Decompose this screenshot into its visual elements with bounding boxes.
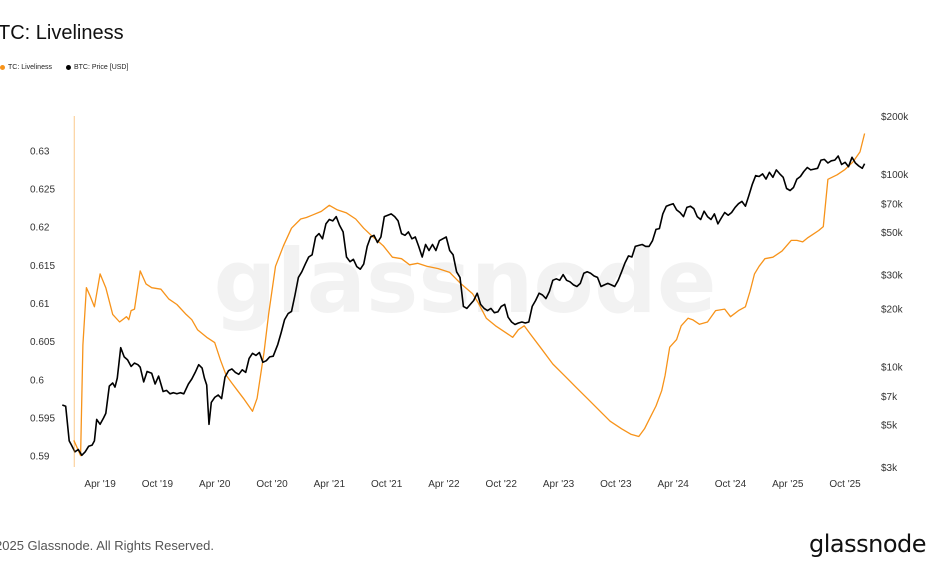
series-line-liveliness: [73, 133, 866, 457]
series-line-price: [62, 155, 866, 457]
copyright-text: 2025 Glassnode. All Rights Reserved.: [0, 538, 214, 553]
chart-title: TC: Liveliness: [0, 22, 124, 44]
brand-logo: glassnode: [808, 530, 927, 558]
y-left-tick-label: 0.615: [30, 261, 55, 272]
legend-item-price[interactable]: BTC: Price [USD]: [65, 64, 129, 71]
y-right-tick-label: $70k: [881, 200, 904, 211]
y-left-tick-label: 0.62: [30, 223, 50, 234]
y-right-tick-label: $30k: [881, 271, 904, 282]
x-tick-label: Apr '20: [199, 479, 231, 490]
x-tick-label: Apr '25: [772, 479, 804, 490]
y-right-tick-label: $100k: [881, 170, 909, 181]
y-left-tick-label: 0.595: [30, 413, 55, 424]
x-tick-label: Apr '19: [84, 479, 116, 490]
y-left-tick-label: 0.61: [30, 299, 50, 310]
x-tick-label: Oct '23: [600, 479, 632, 490]
x-tick-label: Oct '21: [371, 479, 403, 490]
legend: TC: Liveliness BTC: Price [USD]: [0, 64, 128, 71]
y-right-tick-label: $10k: [881, 362, 904, 373]
x-tick-label: Apr '22: [428, 479, 460, 490]
y-right-tick-label: $3k: [881, 463, 898, 474]
x-tick-label: Oct '22: [486, 479, 518, 490]
y-left-tick-label: 0.605: [30, 337, 55, 348]
y-right-tick-label: $50k: [881, 228, 904, 239]
legend-swatch-price: [65, 65, 71, 70]
legend-item-liveliness[interactable]: TC: Liveliness: [0, 64, 52, 71]
legend-label-liveliness: TC: Liveliness: [8, 64, 52, 71]
x-tick-label: Oct '25: [829, 479, 861, 490]
x-tick-label: Apr '21: [314, 479, 346, 490]
x-tick-label: Oct '19: [142, 479, 174, 490]
x-tick-label: Apr '23: [543, 479, 575, 490]
y-left-tick-label: 0.63: [30, 146, 50, 157]
y-left-tick-label: 0.6: [30, 375, 44, 386]
y-right-tick-label: $200k: [881, 112, 909, 123]
legend-swatch-liveliness: [0, 65, 5, 70]
y-right-tick-label: $20k: [881, 304, 904, 315]
y-left-tick-label: 0.59: [30, 452, 50, 463]
y-right-tick-label: $5k: [881, 420, 898, 431]
legend-label-price: BTC: Price [USD]: [73, 64, 129, 71]
x-tick-label: Oct '20: [256, 479, 288, 490]
y-right-tick-label: $7k: [881, 392, 898, 403]
y-left-tick-label: 0.625: [30, 184, 55, 195]
x-tick-label: Oct '24: [715, 479, 747, 490]
x-tick-label: Apr '24: [657, 479, 689, 490]
